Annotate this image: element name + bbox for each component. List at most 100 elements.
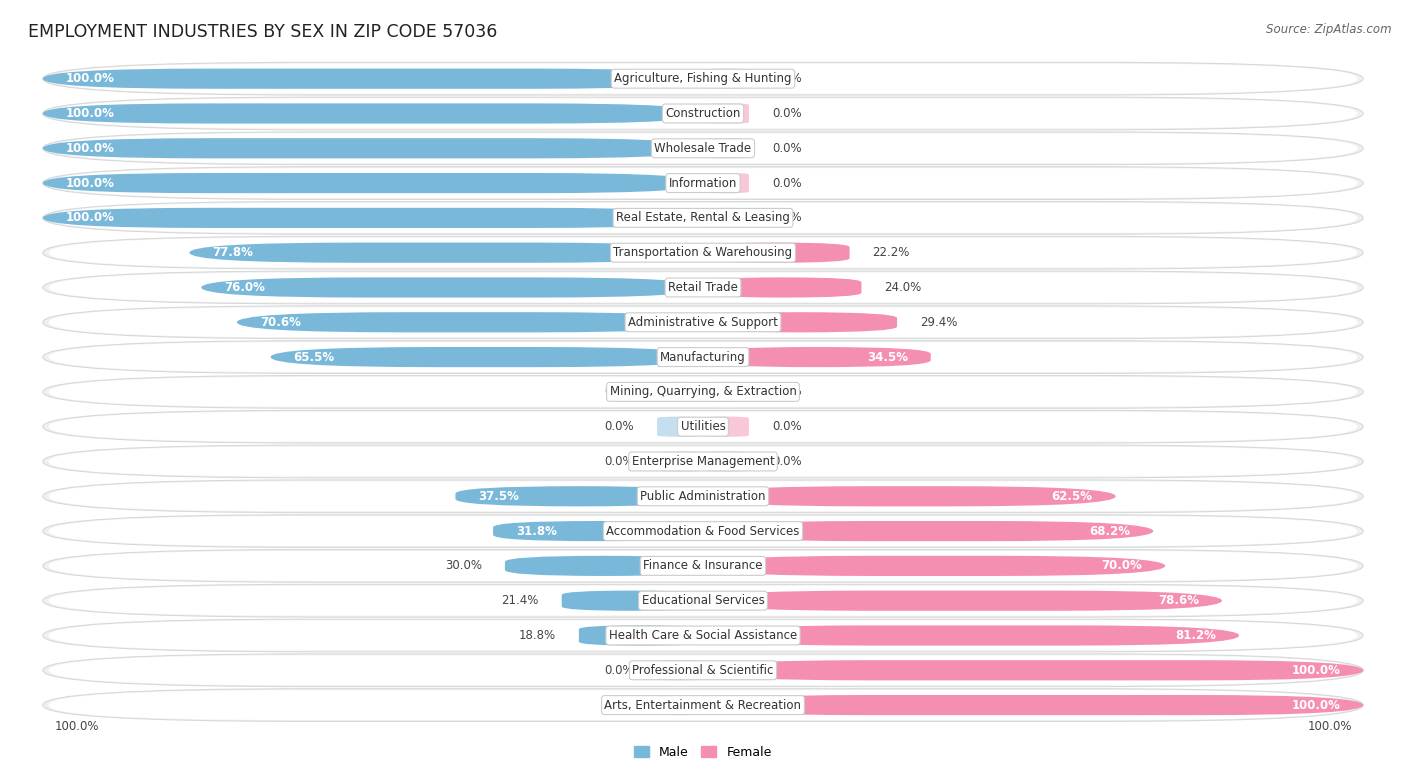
Text: 0.0%: 0.0% [772,420,801,433]
Text: 29.4%: 29.4% [920,316,957,329]
Text: Agriculture, Fishing & Hunting: Agriculture, Fishing & Hunting [614,72,792,85]
Text: Mining, Quarrying, & Extraction: Mining, Quarrying, & Extraction [610,386,796,398]
FancyBboxPatch shape [42,208,703,228]
FancyBboxPatch shape [48,586,1358,615]
FancyBboxPatch shape [703,312,897,332]
FancyBboxPatch shape [42,167,1364,199]
FancyBboxPatch shape [42,376,1364,408]
FancyBboxPatch shape [42,654,1364,687]
FancyBboxPatch shape [42,549,1364,582]
FancyBboxPatch shape [42,619,1364,652]
FancyBboxPatch shape [456,487,703,507]
FancyBboxPatch shape [703,660,1364,681]
Text: Professional & Scientific: Professional & Scientific [633,663,773,677]
Text: 22.2%: 22.2% [873,246,910,259]
FancyBboxPatch shape [48,481,1358,511]
Text: 100.0%: 100.0% [1291,698,1340,712]
FancyBboxPatch shape [42,689,1364,722]
Legend: Male, Female: Male, Female [630,741,776,764]
FancyBboxPatch shape [236,312,703,332]
Text: Source: ZipAtlas.com: Source: ZipAtlas.com [1267,23,1392,36]
FancyBboxPatch shape [190,243,703,263]
FancyBboxPatch shape [657,452,703,472]
FancyBboxPatch shape [42,341,1364,373]
FancyBboxPatch shape [48,342,1358,372]
Text: 31.8%: 31.8% [516,525,557,538]
FancyBboxPatch shape [703,208,749,228]
Text: 0.0%: 0.0% [772,142,801,154]
FancyBboxPatch shape [703,556,1166,576]
Text: 34.5%: 34.5% [868,351,908,364]
Text: 100.0%: 100.0% [1291,663,1340,677]
FancyBboxPatch shape [42,173,703,193]
FancyBboxPatch shape [703,173,749,193]
FancyBboxPatch shape [42,480,1364,513]
FancyBboxPatch shape [494,521,703,541]
Text: 30.0%: 30.0% [444,559,482,573]
FancyBboxPatch shape [42,97,1364,130]
FancyBboxPatch shape [48,64,1358,94]
Text: 21.4%: 21.4% [502,594,538,607]
Text: Construction: Construction [665,107,741,120]
Text: 62.5%: 62.5% [1052,490,1092,503]
FancyBboxPatch shape [657,382,703,402]
FancyBboxPatch shape [42,514,1364,547]
FancyBboxPatch shape [48,446,1358,476]
Text: Wholesale Trade: Wholesale Trade [654,142,752,154]
FancyBboxPatch shape [42,271,1364,304]
Text: 0.0%: 0.0% [605,420,634,433]
Text: 76.0%: 76.0% [224,281,266,294]
FancyBboxPatch shape [42,306,1364,338]
FancyBboxPatch shape [505,556,703,576]
Text: 0.0%: 0.0% [772,386,801,398]
Text: 65.5%: 65.5% [294,351,335,364]
FancyBboxPatch shape [42,103,703,123]
FancyBboxPatch shape [703,277,862,297]
FancyBboxPatch shape [703,68,749,88]
Text: 0.0%: 0.0% [772,455,801,468]
FancyBboxPatch shape [703,625,1239,646]
Text: 100.0%: 100.0% [1308,720,1351,733]
Text: 100.0%: 100.0% [66,177,115,189]
Text: 18.8%: 18.8% [519,629,555,642]
FancyBboxPatch shape [703,452,749,472]
Text: 0.0%: 0.0% [772,72,801,85]
FancyBboxPatch shape [48,412,1358,442]
Text: 70.6%: 70.6% [260,316,301,329]
Text: Finance & Insurance: Finance & Insurance [644,559,762,573]
Text: 100.0%: 100.0% [66,211,115,224]
Text: 77.8%: 77.8% [212,246,253,259]
FancyBboxPatch shape [562,591,703,611]
FancyBboxPatch shape [657,417,703,437]
FancyBboxPatch shape [48,690,1358,720]
FancyBboxPatch shape [42,132,1364,165]
Text: 0.0%: 0.0% [605,386,634,398]
Text: Health Care & Social Assistance: Health Care & Social Assistance [609,629,797,642]
Text: 0.0%: 0.0% [772,211,801,224]
Text: Enterprise Management: Enterprise Management [631,455,775,468]
Text: Transportation & Warehousing: Transportation & Warehousing [613,246,793,259]
Text: 24.0%: 24.0% [884,281,922,294]
FancyBboxPatch shape [48,551,1358,581]
Text: Manufacturing: Manufacturing [661,351,745,364]
FancyBboxPatch shape [42,237,1364,269]
Text: 100.0%: 100.0% [55,720,98,733]
FancyBboxPatch shape [42,584,1364,617]
Text: Administrative & Support: Administrative & Support [628,316,778,329]
FancyBboxPatch shape [703,487,1115,507]
Text: Accommodation & Food Services: Accommodation & Food Services [606,525,800,538]
FancyBboxPatch shape [48,203,1358,233]
Text: Arts, Entertainment & Recreation: Arts, Entertainment & Recreation [605,698,801,712]
FancyBboxPatch shape [579,625,703,646]
FancyBboxPatch shape [703,591,1222,611]
Text: 78.6%: 78.6% [1159,594,1199,607]
FancyBboxPatch shape [657,695,703,715]
FancyBboxPatch shape [201,277,703,297]
FancyBboxPatch shape [48,168,1358,198]
Text: 0.0%: 0.0% [605,455,634,468]
FancyBboxPatch shape [48,133,1358,163]
FancyBboxPatch shape [48,655,1358,685]
FancyBboxPatch shape [48,621,1358,650]
Text: Retail Trade: Retail Trade [668,281,738,294]
FancyBboxPatch shape [42,445,1364,478]
